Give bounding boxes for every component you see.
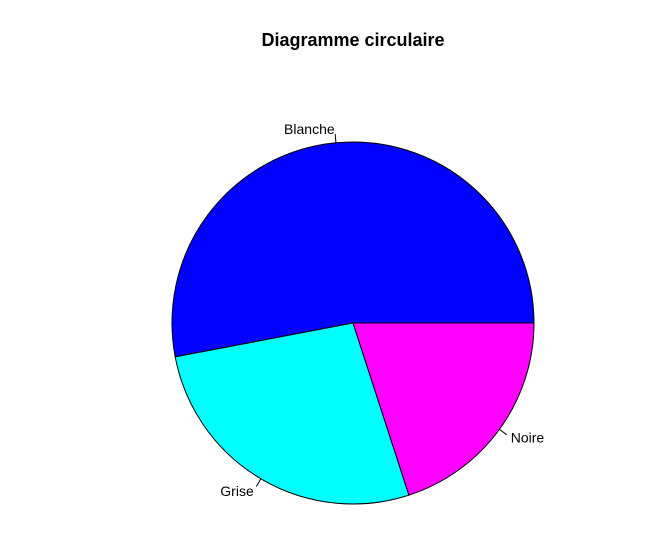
chart-title: Diagramme circulaire: [261, 30, 445, 50]
pie-slice-noire: [352, 322, 535, 496]
pie-labels: Blanche Grise Noire: [220, 121, 544, 499]
pie-label-tick-noire: [499, 428, 508, 436]
pie-label-grise: Grise: [220, 483, 254, 499]
pie-label-noire: Noire: [511, 430, 545, 446]
pie-slice-grise: [174, 322, 410, 505]
pie-label-tick-grise: [255, 478, 262, 487]
pie-slices: [171, 141, 535, 505]
pie-label-tick-blanche: [334, 133, 337, 143]
pie-label-blanche: Blanche: [284, 121, 335, 137]
